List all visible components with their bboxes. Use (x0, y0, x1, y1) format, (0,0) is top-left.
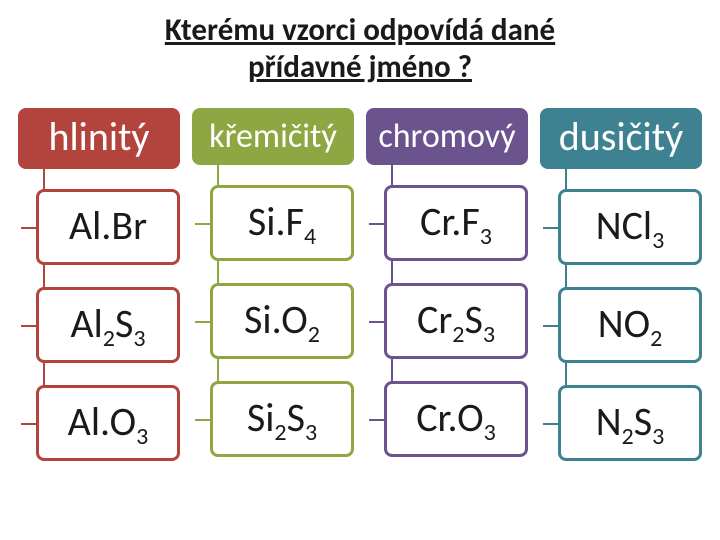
formula-text: Al.Br (69, 201, 147, 250)
formula-text: NO2 (598, 299, 662, 348)
formula-cell: Al.O3 (36, 385, 180, 461)
column-header: dusičitý (540, 108, 702, 169)
column-header: hlinitý (18, 108, 180, 169)
formula-cell: NO2 (558, 287, 702, 363)
connector-stub (21, 423, 39, 425)
formula-cell: Si.F4 (210, 185, 354, 261)
connector-stub (543, 423, 561, 425)
formula-text: Al2S3 (70, 299, 145, 348)
connector-stub (369, 321, 387, 323)
column-dusicity: dusičitý NCl3 NO2 N2S3 (540, 108, 702, 461)
formula-text: Al.O3 (68, 397, 149, 446)
column-cells: Al.Br Al2S3 Al.O3 (18, 189, 180, 461)
title-line-1: Kterému vzorci odpovídá dané (165, 11, 555, 49)
connector-stub (369, 223, 387, 225)
connector-stub (21, 227, 39, 229)
connector-stub (543, 325, 561, 327)
formula-text: N2S3 (596, 397, 665, 446)
column-cells: Cr.F3 Cr2S3 Cr.O3 (366, 185, 528, 457)
formula-cell: Al2S3 (36, 287, 180, 363)
formula-text: Cr.F3 (420, 197, 492, 246)
formula-cell: Cr2S3 (384, 283, 528, 359)
page-title: Kterému vzorci odpovídá dané přídavné jm… (18, 12, 702, 86)
formula-cell: Cr.F3 (384, 185, 528, 261)
column-hlinity: hlinitý Al.Br Al2S3 Al.O3 (18, 108, 180, 461)
formula-text: Cr2S3 (417, 295, 495, 344)
connector-stub (195, 419, 213, 421)
formula-cell: Si2S3 (210, 381, 354, 457)
connector-stub (21, 325, 39, 327)
diagram-columns: hlinitý Al.Br Al2S3 Al.O3 křemičitý Si.F… (18, 108, 702, 461)
column-cells: Si.F4 Si.O2 Si2S3 (192, 185, 354, 457)
formula-text: Si2S3 (247, 393, 317, 442)
connector-stub (543, 227, 561, 229)
formula-cell: N2S3 (558, 385, 702, 461)
column-header: křemičitý (192, 108, 354, 165)
title-line-2: přídavné jméno ? (248, 48, 472, 86)
column-header: chromový (366, 108, 528, 165)
formula-text: NCl3 (596, 201, 665, 250)
formula-cell: NCl3 (558, 189, 702, 265)
formula-text: Cr.O3 (416, 393, 496, 442)
connector-stub (195, 223, 213, 225)
column-kremicity: křemičitý Si.F4 Si.O2 Si2S3 (192, 108, 354, 461)
connector-stub (369, 419, 387, 421)
formula-cell: Si.O2 (210, 283, 354, 359)
formula-cell: Cr.O3 (384, 381, 528, 457)
connector-stub (195, 321, 213, 323)
formula-text: Si.O2 (244, 295, 320, 344)
column-chromovy: chromový Cr.F3 Cr2S3 Cr.O3 (366, 108, 528, 461)
column-cells: NCl3 NO2 N2S3 (540, 189, 702, 461)
formula-text: Si.F4 (248, 197, 316, 246)
formula-cell: Al.Br (36, 189, 180, 265)
